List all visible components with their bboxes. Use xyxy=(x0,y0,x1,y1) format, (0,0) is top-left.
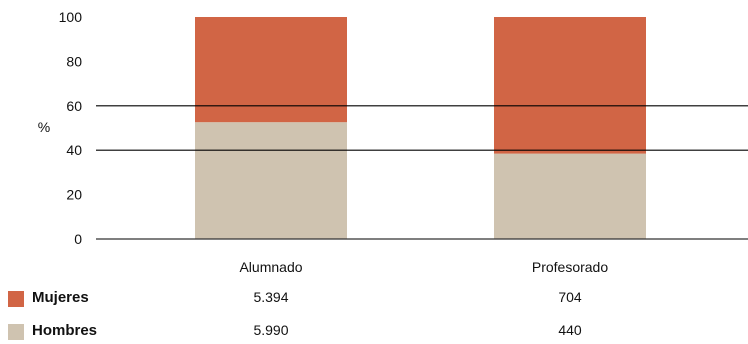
y-tick-label: 20 xyxy=(66,187,82,203)
stacked-percent-bar-chart: 0 20 40 60 80 100% Alumnado Profesorado xyxy=(38,9,748,275)
legend-row-hombres: Hombres 5.990 440 xyxy=(0,320,748,344)
table-cell-mujeres-alumnado: 5.394 xyxy=(253,289,289,305)
x-tick-label: Alumnado xyxy=(239,259,302,275)
bar-segment-hombres-profesorado xyxy=(494,153,646,239)
x-tick-label: Profesorado xyxy=(532,259,608,275)
legend-swatch-hombres xyxy=(8,324,24,340)
table-cell-hombres-alumnado: 5.990 xyxy=(253,322,289,338)
legend-label-hombres: Hombres xyxy=(32,322,98,339)
y-tick-label: 0 xyxy=(74,231,82,247)
y-tick-label: 60 xyxy=(66,98,82,114)
bar-segment-mujeres-profesorado xyxy=(494,17,646,154)
y-axis-label: % xyxy=(38,119,50,135)
table-cell-mujeres-profesorado: 704 xyxy=(558,289,582,305)
bar-segment-mujeres-alumnado xyxy=(195,17,347,123)
legend-label-mujeres: Mujeres xyxy=(32,289,89,306)
table-cell-hombres-profesorado: 440 xyxy=(558,322,582,338)
y-tick-label: 100 xyxy=(59,9,83,25)
legend-swatch-mujeres xyxy=(8,291,24,307)
y-tick-label: 80 xyxy=(66,53,82,69)
bar-segment-hombres-alumnado xyxy=(195,122,347,239)
y-tick-label: 40 xyxy=(66,142,82,158)
legend-row-mujeres: Mujeres 5.394 704 xyxy=(0,287,748,311)
